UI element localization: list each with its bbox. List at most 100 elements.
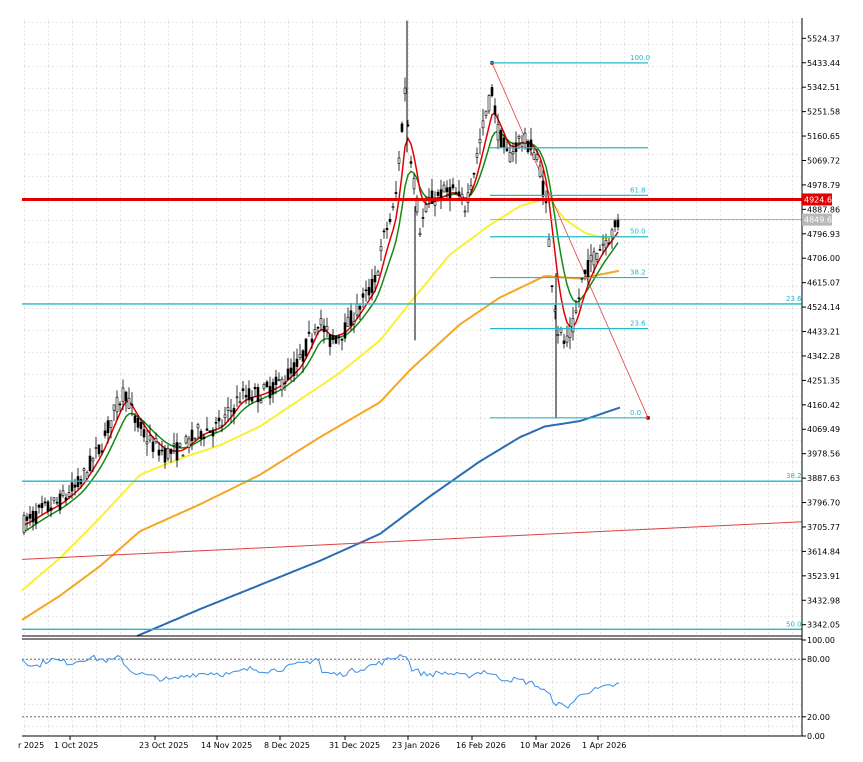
candle-body [235,396,239,399]
candle-body [100,450,104,453]
candle-body [265,381,269,387]
candle-body [409,161,413,164]
candle-body [304,338,308,357]
candle-body [565,335,569,343]
price-tick-label: 3978.56 [807,450,840,459]
candle-body [475,153,479,158]
rsi-tick-label: 100.00 [807,636,835,645]
candle-body [442,184,446,193]
candle-body [523,132,527,144]
candle-body [367,287,371,296]
candle-body [487,95,491,112]
candle-body [610,229,614,238]
candle-body [157,449,161,456]
date-tick-label: 1 Apr 2026 [582,741,626,750]
price-tick-label: 4342.28 [807,352,840,361]
date-tick-label: 23 Oct 2025 [139,741,188,750]
candle-body [379,246,383,252]
candle-body [25,516,29,521]
candle-body [247,388,251,401]
fib-level-label: 0.0 [630,409,641,417]
resistance-price-label: 4924.64 [804,195,837,204]
candle-body [541,180,545,197]
rsi-grid [22,640,802,736]
candle-body [181,454,185,457]
candle-body [82,468,86,471]
candle-body [142,429,146,438]
candle-body [571,318,575,333]
candle-body [403,87,407,94]
candle-body [469,185,473,191]
candle-body [274,376,278,385]
candle-body [46,501,50,512]
candle-body [145,441,149,445]
price-tick-label: 3796.70 [807,499,840,508]
candle-body [244,395,248,398]
candle-body [202,436,206,439]
candle-body [226,407,230,411]
candle-body [508,152,512,163]
fib-level-label: 23.6 [630,320,646,328]
candle-body [196,424,200,429]
candle-body [184,436,188,444]
candle-body [121,387,125,402]
fib-level-label: 38.2 [630,269,646,277]
candle-body [283,382,287,385]
candle-body [208,430,212,433]
candle-body [493,105,497,115]
fib-level-label: 61.8 [630,186,646,194]
candle-body [490,87,494,97]
candle-body [229,410,233,412]
candle-body [94,447,98,449]
candle-body [280,378,284,391]
candle-body [397,157,401,164]
candle-body [52,497,56,501]
candle-body [499,130,503,148]
candle-body [595,253,599,260]
candle-body [388,218,392,223]
candle-body [592,251,596,266]
candle-body [457,191,461,197]
price-tick-label: 4978.79 [807,181,840,190]
price-grid [22,18,802,636]
candle-body [154,438,158,443]
candle-body [271,382,275,395]
price-tick-label: 3342.05 [807,621,840,630]
candle-body [217,417,221,422]
price-tick-label: 4524.14 [807,303,840,312]
candle-body [67,492,71,497]
candle-body [37,504,41,508]
candle-body [481,120,485,129]
candle-body [538,165,542,177]
price-tick-label: 4251.35 [807,376,840,385]
candle-body [250,396,254,402]
candle-body [559,328,563,333]
candle-body [169,448,173,454]
candle-body [466,192,470,203]
price-tick-label: 4160.42 [807,401,840,410]
candle-body [313,329,317,334]
candle-body [166,448,170,459]
candle-body [148,435,152,441]
candle-body [607,242,611,245]
date-tick-label-partial: r 2025 [18,741,44,750]
candle-body [175,442,179,461]
fib-level-label: 100.0 [630,54,650,62]
candle-body [331,335,335,340]
candle-body [535,154,539,160]
candle-body [589,254,593,262]
candle-body [334,335,338,344]
candle-body [385,228,389,231]
candle-body [478,138,482,144]
rsi-tick-label: 80.00 [807,655,830,664]
candle-body [328,334,332,347]
candle-body [529,139,533,150]
candle-body [520,142,524,147]
price-tick-label: 3705.77 [807,523,840,532]
candle-body [187,438,191,449]
candle-body [517,136,521,139]
candle-body [502,137,506,148]
rsi-tick-label: 20.00 [807,713,830,722]
candle-body [211,429,215,437]
